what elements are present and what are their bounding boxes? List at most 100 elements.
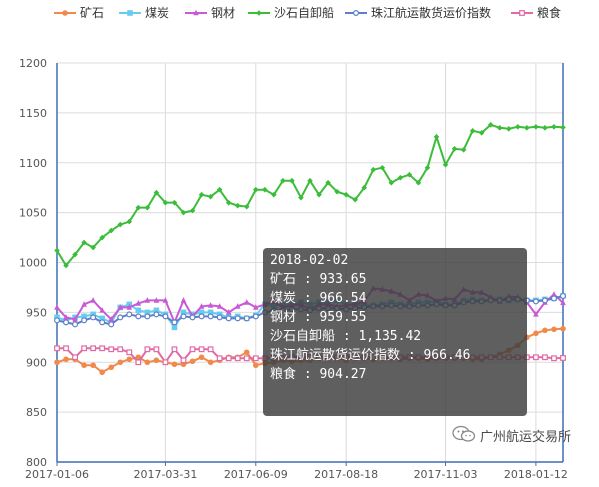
data-point [135,313,142,320]
x-tick-label: 2017-08-18 [314,468,378,481]
data-point [81,317,88,324]
data-point [144,204,151,211]
data-point [63,356,69,363]
data-point [256,10,262,16]
tooltip-line: 沙石自卸船 : 1,135.42 [270,329,422,344]
data-point [542,354,548,361]
data-point [243,315,250,322]
data-point [334,188,340,195]
data-point [171,361,178,368]
data-point [225,199,232,206]
data-point [505,126,512,132]
legend-item: 沙石自卸船 [248,5,334,20]
data-point [135,307,142,314]
data-point [99,307,105,313]
data-point [550,295,557,302]
data-point [99,315,105,322]
data-point [415,179,422,186]
data-point [352,196,358,203]
tooltip-line: 珠江航运散货运价指数 : 966.46 [270,348,471,363]
data-point [533,124,539,130]
data-point [216,314,223,321]
data-point [81,239,87,246]
data-point [144,313,151,320]
data-point [198,354,205,361]
data-point [559,292,566,299]
data-point [108,364,115,371]
data-point [63,314,69,320]
data-point [153,189,160,196]
data-point [451,145,458,152]
tooltip-line: 矿石 : 933.65 [270,272,367,287]
data-point [424,164,431,171]
data-point [496,125,503,131]
data-point [63,319,70,326]
y-tick-label: 950 [26,306,47,319]
data-point [54,359,60,366]
wechat-icon [452,425,476,442]
data-point [117,221,124,228]
data-point [361,184,368,191]
data-point [171,346,178,353]
data-point [153,346,160,353]
data-point [271,191,277,198]
data-point [180,313,187,320]
data-point [144,297,151,303]
data-point [551,355,557,362]
tooltip-line: 粮食 : 904.27 [270,367,367,382]
data-point [135,359,142,366]
data-point [117,346,124,353]
data-point [81,301,87,307]
data-point [189,358,196,365]
data-point [225,315,232,322]
tooltip-line: 煤炭 : 966.54 [270,291,367,306]
data-point [252,313,259,320]
data-point [108,346,115,353]
data-point [225,355,232,362]
data-point [551,326,557,333]
data-point [54,304,60,310]
data-point [153,297,160,303]
data-point [234,355,241,362]
data-point [54,345,60,352]
data-point [289,177,295,184]
data-point [460,146,467,153]
data-point [90,345,97,352]
data-point [135,300,142,306]
y-tick-label: 1100 [19,157,47,170]
data-point [243,355,250,362]
data-point [117,359,124,366]
x-tick-label: 2017-03-31 [133,468,197,481]
data-point [108,321,115,328]
legend-label: 沙石自卸船 [274,5,334,20]
data-point [252,355,259,362]
data-point [298,194,304,201]
data-point [325,179,331,186]
data-point [207,302,214,308]
watermark: 广州航运交易所 [452,424,592,446]
data-point [560,325,566,332]
data-point [90,297,96,303]
data-point [126,349,133,356]
data-point [406,171,413,178]
data-point [532,298,539,305]
data-point [519,10,525,16]
data-point [180,357,187,364]
data-point [153,357,160,364]
data-point [307,177,313,184]
data-point [524,125,530,131]
data-point [162,297,169,303]
y-tick-label: 850 [26,406,47,419]
data-point [171,199,178,206]
data-point [216,186,223,193]
data-point [189,314,196,321]
chart-legend: 矿石 煤炭 钢材 沙石自卸船 珠江航运散货运价指数 粮食 [54,5,561,20]
data-point [189,207,196,214]
y-tick-label: 1000 [19,257,47,270]
data-point [180,309,187,316]
data-point [63,345,69,352]
series-沙石自卸船 [54,122,566,269]
data-point [542,327,548,334]
data-point [117,314,124,321]
legend-item: 钢材 [185,6,235,20]
